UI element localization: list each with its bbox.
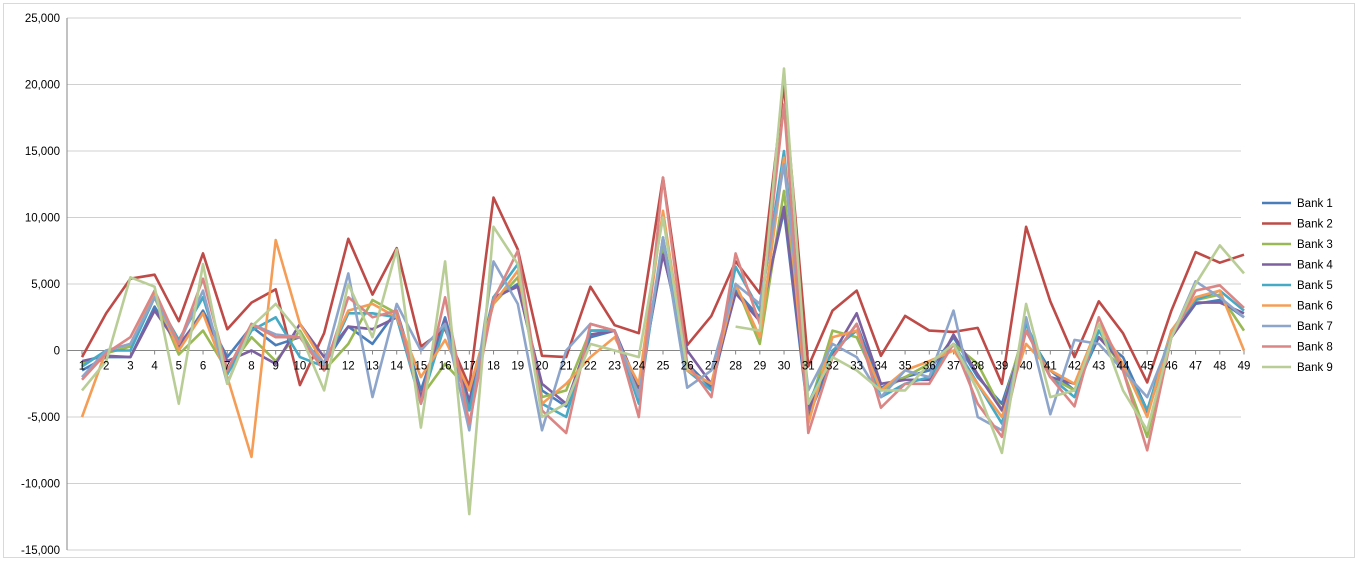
x-tick-label: 17 (463, 361, 476, 373)
x-tick-label: 24 (632, 361, 645, 373)
x-tick-label: 21 (560, 361, 573, 373)
x-tick-label: 40 (1020, 361, 1033, 373)
x-tick-label: 38 (971, 361, 984, 373)
x-tick-label: 31 (802, 361, 815, 373)
series-line-bank-6 (80, 156, 1246, 459)
x-tick-label: 12 (342, 361, 355, 373)
legend: Bank 1 Bank 2 Bank 3 Bank 4 Bank 5 Bank 6 Bank… (1262, 198, 1333, 374)
x-tick-label: 25 (657, 361, 670, 373)
x-tick-label: 42 (1068, 361, 1081, 373)
legend-label: Bank 7 (1297, 321, 1333, 333)
x-tick-label: 6 (200, 361, 206, 373)
series-line-bank-7 (81, 163, 1245, 432)
x-tick-label: 43 (1092, 361, 1105, 373)
legend-label: Bank 5 (1297, 280, 1333, 292)
x-tick-label: 32 (826, 361, 839, 373)
x-tick-label: 33 (850, 361, 863, 373)
series-lines (80, 67, 1246, 516)
x-tick-label: 18 (487, 361, 500, 373)
y-tick-label: 10,000 (25, 213, 60, 225)
x-tick-label: 28 (729, 361, 742, 373)
x-tick-label: 47 (1189, 361, 1202, 373)
x-tick-label: 7 (224, 361, 230, 373)
legend-label: Bank 6 (1297, 301, 1333, 313)
x-tick-label: 2 (103, 361, 109, 373)
x-tick-label: 1 (79, 361, 85, 373)
y-tick-label: 20,000 (25, 80, 60, 92)
x-tick-label: 4 (151, 361, 158, 373)
legend-label: Bank 9 (1297, 362, 1333, 374)
x-tick-label: 15 (415, 361, 428, 373)
x-tick-label: 46 (1165, 361, 1178, 373)
chart-frame (3, 3, 1355, 558)
y-tick-label: -5,000 (27, 412, 60, 424)
legend-label: Bank 2 (1297, 219, 1333, 231)
x-tick-label: 10 (293, 361, 306, 373)
x-tick-label: 27 (705, 361, 718, 373)
x-tick-label: 30 (778, 361, 791, 373)
x-tick-label: 22 (584, 361, 597, 373)
x-tick-label: 20 (536, 361, 549, 373)
y-tick-label: 15,000 (25, 146, 60, 158)
legend-label: Bank 4 (1297, 260, 1333, 272)
x-tick-label: 41 (1044, 361, 1057, 373)
x-tick-label: 11 (318, 361, 330, 373)
legend-label: Bank 3 (1297, 239, 1333, 251)
y-tick-label: -15,000 (21, 545, 60, 557)
x-tick-label: 45 (1141, 361, 1154, 373)
x-tick-label: 5 (176, 361, 182, 373)
x-tick-label: 48 (1213, 361, 1226, 373)
y-tick-label: 5,000 (31, 279, 60, 291)
series-line-bank-9 (80, 67, 1245, 516)
x-axis-tick-labels: 1 2 3 4 5 6 7 8 9 10 11 12 13 14 15 16 17 18 19 20 21 22 23 24 2… (79, 361, 1251, 373)
x-tick-label: 16 (439, 361, 452, 373)
x-tick-label: 13 (366, 361, 379, 373)
x-tick-label: 14 (390, 361, 403, 373)
x-tick-label: 35 (899, 361, 912, 373)
legend-label: Bank 8 (1297, 342, 1333, 354)
y-tick-label: -10,000 (21, 479, 60, 491)
x-tick-label: 3 (127, 361, 133, 373)
x-tick-label: 19 (511, 361, 524, 373)
x-tick-label: 26 (681, 361, 694, 373)
x-tick-label: 36 (923, 361, 936, 373)
x-tick-label: 8 (248, 361, 254, 373)
x-tick-label: 23 (608, 361, 621, 373)
legend-label: Bank 1 (1297, 198, 1333, 210)
x-tick-label: 49 (1238, 361, 1251, 373)
x-tick-label: 39 (996, 361, 1009, 373)
series-line-bank-8 (81, 103, 1245, 452)
y-tick-label: 0 (54, 346, 60, 358)
x-tick-label: 37 (947, 361, 960, 373)
x-tick-label: 44 (1117, 361, 1130, 373)
y-tick-label: 25,000 (25, 13, 60, 25)
x-tick-label: 9 (272, 361, 278, 373)
x-tick-label: 34 (874, 361, 887, 373)
y-axis-tick-labels: 25,000 20,000 15,000 10,000 5,000 0 -5,000 -10,… (21, 13, 60, 557)
x-tick-label: 29 (753, 361, 766, 373)
